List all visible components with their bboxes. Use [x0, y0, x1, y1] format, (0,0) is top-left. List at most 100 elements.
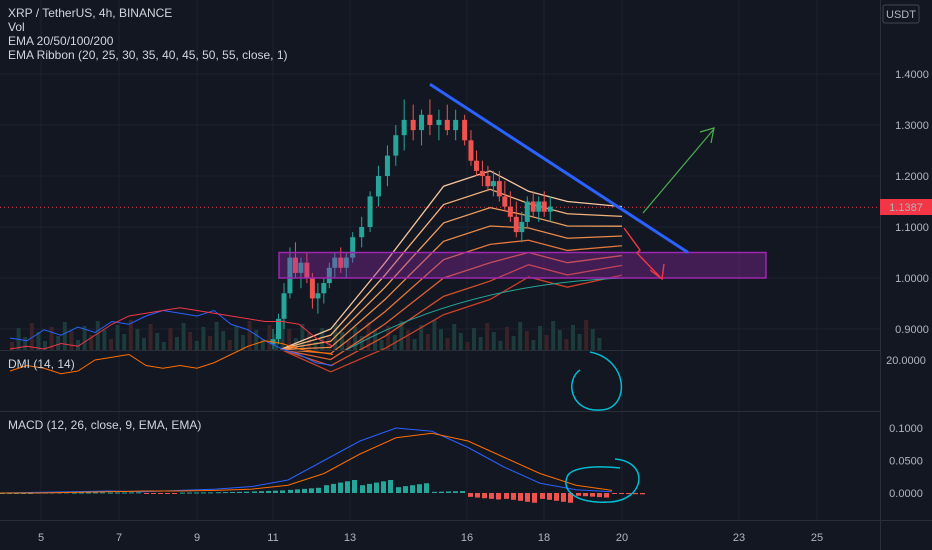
volume-bar — [43, 341, 47, 350]
macd-histogram-bar — [352, 480, 357, 493]
macd-histogram-bar — [640, 493, 645, 495]
macd-histogram-bar — [302, 488, 307, 493]
ema-ribbon-line — [280, 225, 623, 351]
time-tick-label: 23 — [733, 532, 745, 544]
macd-histogram-bar — [590, 493, 595, 497]
indicator-vol[interactable]: Vol — [8, 20, 25, 34]
currency-badge[interactable] — [882, 4, 920, 24]
volume-bar — [135, 329, 140, 350]
volume-bar — [109, 339, 113, 350]
volume-bar — [485, 323, 490, 350]
macd-histogram-bar — [295, 489, 300, 493]
bearish-arrow-head — [649, 263, 665, 281]
macd-tick-label: 0.0500 — [889, 456, 923, 468]
indicator-ema[interactable]: EMA 20/50/100/200 — [8, 34, 114, 48]
volume-bar — [340, 332, 344, 350]
volume-bar — [36, 332, 41, 350]
candle-body — [393, 135, 399, 156]
volume-bar — [227, 340, 232, 350]
candle-body — [375, 176, 381, 197]
macd-histogram-bar — [424, 483, 429, 493]
volume-bar — [511, 336, 516, 350]
macd-histogram-bar — [604, 493, 609, 498]
candle-body — [276, 318, 282, 340]
macd-histogram-bar — [360, 485, 365, 493]
volume-bar — [597, 338, 602, 350]
trendline — [429, 82, 689, 254]
macd-histogram-bar — [129, 492, 134, 494]
macd-histogram-bar — [561, 493, 566, 502]
candlesticks[interactable] — [270, 99, 553, 350]
macd-histogram-bar — [626, 493, 631, 495]
volume-bar — [49, 327, 54, 350]
candle-body — [427, 114, 433, 125]
macd-histogram-bar — [504, 493, 509, 499]
volume-bar — [300, 324, 305, 350]
price-axis[interactable]: 1.4000 1.3000 1.2000 1.1000 1.0000 0.9000 20.0… — [886, 69, 929, 500]
volume-bar — [425, 334, 430, 350]
candle-body — [298, 262, 304, 273]
price-tick-label: 1.2000 — [895, 171, 929, 183]
macd-histogram-bar — [511, 493, 516, 500]
price-tick-label: 1.4000 — [895, 69, 929, 81]
time-tick-label: 18 — [538, 532, 550, 544]
macd-histogram-bar — [554, 493, 559, 501]
macd-histogram-bar — [79, 492, 84, 494]
dmi-title[interactable]: DMI (14, 14) — [8, 357, 75, 371]
macd-tick-label: 0.0000 — [889, 488, 923, 500]
candle-body — [547, 206, 553, 212]
candle-body — [468, 140, 474, 161]
macd-histogram-bar — [547, 493, 552, 500]
volume-bar — [491, 332, 496, 350]
volume-bar — [82, 326, 87, 350]
candle-body — [367, 196, 373, 227]
volume-bar — [56, 336, 61, 350]
volume-bar — [280, 320, 285, 350]
time-tick-label: 7 — [116, 532, 122, 544]
macd-histogram-bar — [144, 493, 149, 494]
macd-histogram-bar — [540, 493, 545, 499]
volume-bar — [524, 331, 529, 350]
macd-histogram-bar — [316, 487, 321, 493]
annotations — [429, 82, 715, 281]
candle-body — [326, 267, 332, 284]
support-zone-rect — [278, 251, 767, 279]
candle-body — [485, 176, 491, 187]
macd-histogram-bar — [158, 493, 163, 494]
volume-bar — [267, 325, 272, 350]
candle-body — [507, 206, 513, 217]
candle-body — [490, 181, 496, 187]
macd-histogram-bar — [338, 482, 343, 493]
volume-bar — [359, 336, 364, 350]
volume-bar — [122, 334, 127, 350]
volume-bar — [353, 327, 358, 350]
volume-bar — [564, 339, 569, 350]
macd-histogram-bar — [396, 487, 401, 493]
macd-histogram-bar — [633, 493, 638, 495]
macd-histogram-bar — [180, 492, 185, 494]
macd-circle-annotation — [565, 458, 640, 503]
macd-histogram-bar — [417, 484, 422, 493]
indicator-ema-ribbon[interactable]: EMA Ribbon (20, 25, 30, 35, 40, 45, 50, … — [8, 48, 288, 62]
macd-legend: MACD (12, 26, close, 9, EMA, EMA) — [8, 418, 201, 432]
time-axis[interactable]: 5 7 9 11 13 16 18 20 23 25 — [38, 532, 823, 544]
volume-bar — [478, 337, 483, 350]
volume-bar — [551, 321, 556, 350]
price-tick-label: 1.3000 — [895, 120, 929, 132]
candle-body — [513, 216, 519, 233]
volume-bar — [465, 342, 470, 350]
volume-bar — [175, 337, 179, 350]
candle-body — [444, 119, 450, 131]
macd-title[interactable]: MACD (12, 26, close, 9, EMA, EMA) — [8, 418, 202, 432]
ema-ribbon-line — [280, 251, 623, 361]
volume-bar — [69, 331, 74, 350]
macd-histogram-bar — [324, 485, 329, 493]
dmi-legend: DMI (14, 14) — [8, 357, 75, 371]
macd-histogram-bar — [151, 493, 156, 494]
volume-bar — [214, 322, 219, 350]
signal-line — [0, 432, 613, 494]
symbol-title[interactable]: XRP / TetherUS, 4h, BINANCE — [8, 6, 173, 20]
candle-body — [519, 221, 525, 233]
time-tick-label: 20 — [616, 532, 628, 544]
